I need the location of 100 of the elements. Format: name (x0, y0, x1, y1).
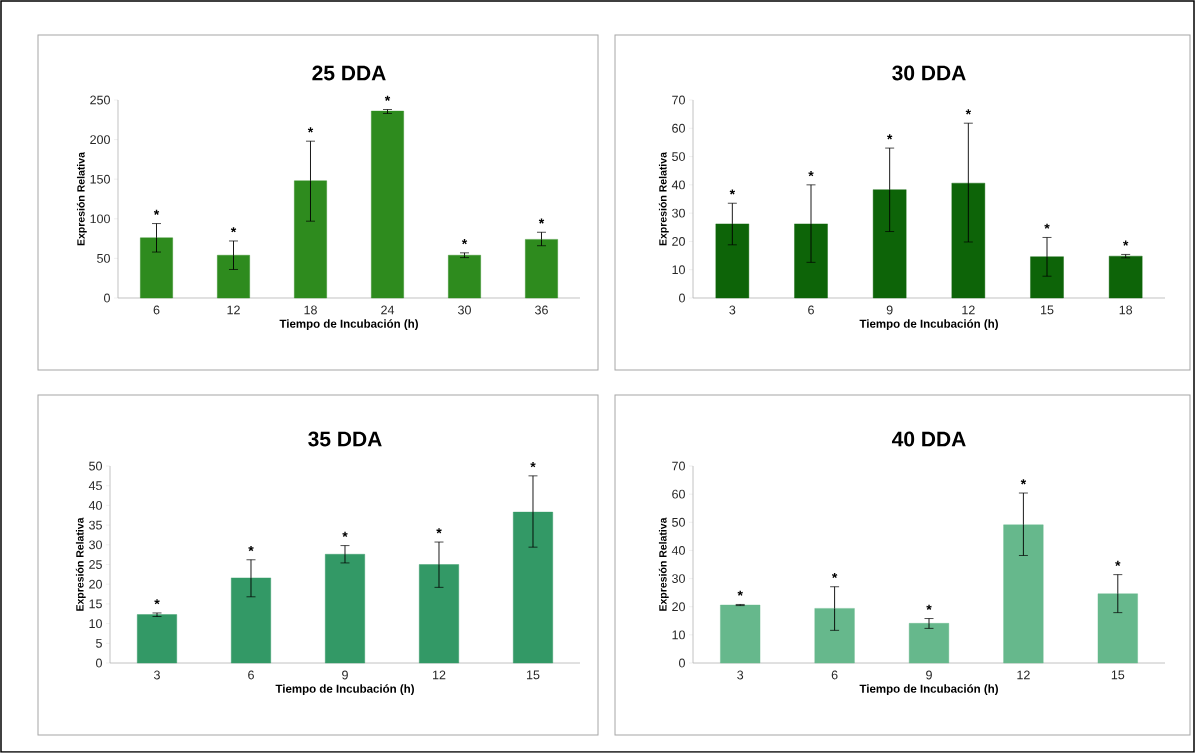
x-tick-label: 15 (1041, 305, 1054, 315)
annotation: * (530, 462, 536, 468)
y-tick-label: 70 (672, 461, 685, 471)
bar (140, 237, 173, 299)
x-tick-label: 6 (808, 305, 814, 315)
x-tick-label: 24 (381, 305, 395, 315)
y-tick-label: 40 (88, 500, 102, 510)
x-tick-label: 18 (1119, 305, 1133, 315)
y-tick-label: 0 (679, 658, 685, 668)
y-tick-label: 10 (672, 630, 685, 640)
bar (1003, 524, 1044, 664)
y-axis-title: Expresión Relativa (76, 151, 87, 246)
bar (908, 623, 950, 664)
annotation: * (248, 545, 254, 552)
y-tick-label: 35 (89, 520, 102, 530)
annotation: * (737, 590, 743, 596)
y-tick-label: 60 (672, 489, 685, 499)
y-axis-title: Expresión Relativa (658, 517, 669, 611)
bar (814, 608, 855, 664)
chart-title: 25 DDA (312, 65, 386, 81)
x-tick-label: 3 (153, 670, 160, 680)
y-tick-label: 25 (89, 560, 102, 569)
x-tick-label: 15 (1111, 670, 1125, 680)
y-tick-label: 50 (97, 253, 110, 263)
x-tick-label: 6 (248, 670, 254, 680)
chart-title: 30 DDA (892, 65, 966, 81)
x-tick-label: 30 (458, 305, 471, 315)
annotation: * (461, 239, 468, 245)
y-tick-label: 250 (90, 95, 110, 105)
y-tick-label: 100 (90, 214, 110, 224)
y-tick-label: 45 (88, 481, 102, 491)
annotation: * (1020, 479, 1027, 485)
bar (720, 604, 761, 664)
bar (231, 577, 271, 664)
x-tick-label: 9 (886, 305, 893, 315)
annotation: * (886, 134, 893, 140)
y-tick-label: 20 (672, 602, 685, 612)
annotation: * (230, 227, 237, 233)
annotation: * (153, 209, 160, 215)
x-tick-label: 18 (304, 305, 317, 315)
y-tick-label: 70 (672, 95, 685, 105)
annotation: * (538, 218, 545, 224)
y-tick-label: 50 (672, 152, 685, 161)
y-tick-label: 0 (104, 293, 110, 303)
annotation: * (831, 572, 838, 579)
bar (1030, 256, 1064, 299)
annotation: * (926, 604, 932, 610)
y-tick-label: 150 (90, 174, 110, 184)
x-tick-label: 15 (527, 670, 540, 680)
x-axis-title: Tiempo de Incubación (h) (275, 684, 414, 696)
y-tick-label: 30 (89, 540, 102, 550)
annotation: * (436, 528, 442, 534)
bar (294, 180, 327, 299)
annotation: * (729, 189, 736, 195)
x-tick-label: 3 (737, 670, 744, 680)
annotation: * (154, 599, 160, 605)
y-tick-label: 10 (89, 619, 102, 629)
x-tick-label: 12 (962, 305, 975, 315)
bar (715, 223, 750, 299)
bar (448, 255, 481, 299)
y-tick-label: 50 (89, 461, 102, 471)
bar (371, 110, 404, 299)
x-tick-label: 12 (433, 670, 446, 680)
annotation: * (965, 109, 972, 115)
x-axis-title: Tiempo de Incubación (h) (859, 684, 998, 696)
annotation: * (1115, 560, 1121, 567)
bar (419, 564, 459, 664)
x-axis-title: Tiempo de Incubación (h) (279, 319, 418, 331)
bar (525, 239, 558, 299)
y-tick-label: 50 (672, 517, 685, 527)
annotation: * (1044, 223, 1050, 229)
x-tick-label: 12 (1017, 670, 1030, 680)
annotation: * (384, 95, 391, 101)
x-tick-label: 9 (926, 670, 932, 680)
x-tick-label: 6 (831, 670, 838, 680)
y-tick-label: 15 (89, 599, 102, 609)
bar (137, 614, 177, 664)
x-tick-label: 12 (227, 305, 240, 315)
bar (513, 511, 553, 664)
x-tick-label: 9 (342, 670, 348, 680)
y-axis-title: Expresión Relativa (75, 517, 86, 611)
y-tick-label: 20 (89, 579, 102, 589)
annotation: * (307, 127, 314, 133)
bar (1108, 255, 1143, 299)
bar (325, 554, 365, 664)
bar (217, 255, 250, 299)
y-tick-label: 0 (96, 658, 102, 668)
x-tick-label: 3 (729, 305, 736, 315)
y-tick-label: 5 (96, 638, 102, 648)
chart-title: 40 DDA (891, 431, 966, 447)
y-tick-label: 10 (672, 265, 685, 275)
y-tick-label: 40 (671, 546, 685, 555)
y-tick-label: 30 (672, 208, 685, 218)
y-tick-label: 200 (90, 135, 110, 145)
y-tick-label: 60 (672, 123, 685, 133)
x-tick-label: 36 (535, 305, 548, 315)
bar (872, 189, 907, 299)
y-tick-label: 30 (672, 574, 685, 583)
y-axis-title: Expresión Relativa (658, 151, 669, 246)
annotation: * (1122, 240, 1129, 246)
